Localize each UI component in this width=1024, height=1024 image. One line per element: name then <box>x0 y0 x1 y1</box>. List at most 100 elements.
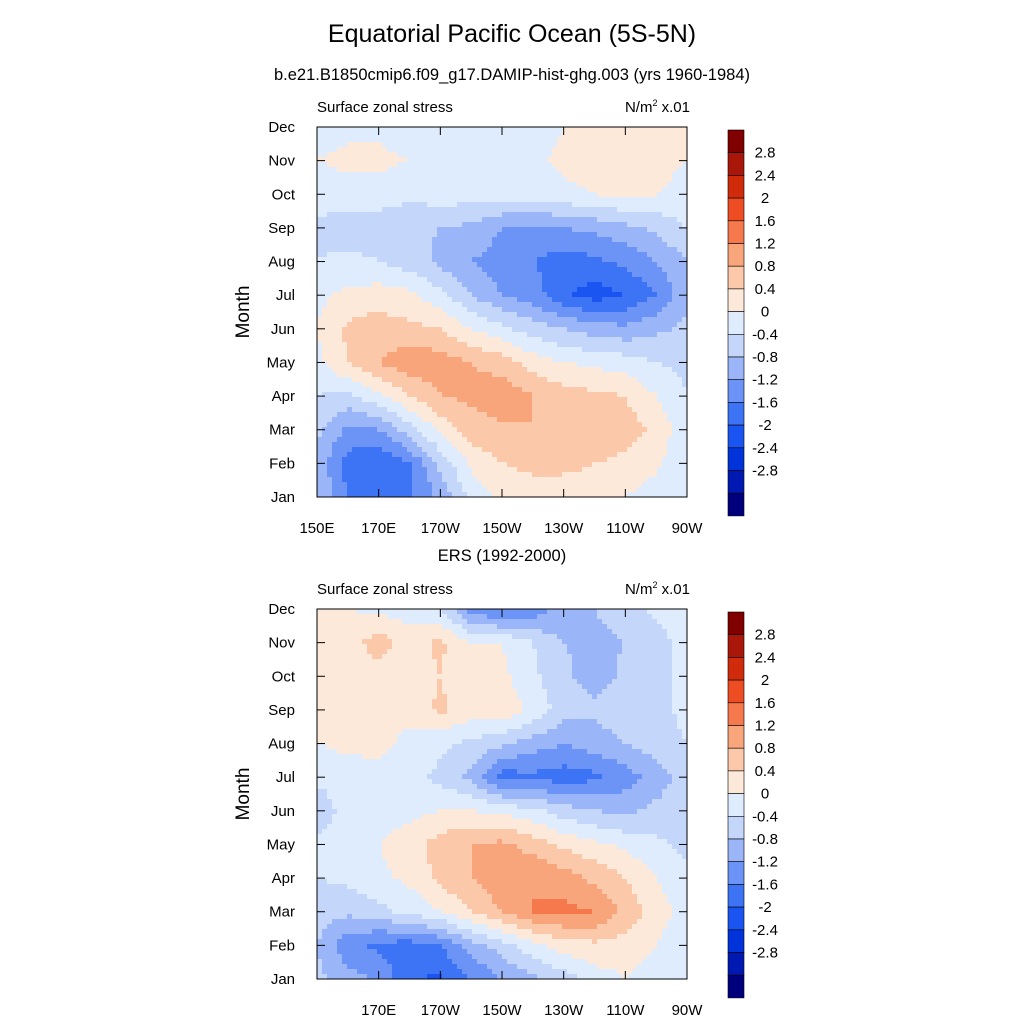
field-cell <box>322 167 328 173</box>
field-cell <box>347 252 353 258</box>
field-cell <box>567 167 573 173</box>
field-cell <box>367 402 373 408</box>
field-cell <box>582 287 588 293</box>
field-cell <box>617 202 623 208</box>
field-cell <box>437 247 443 253</box>
field-cell <box>512 217 518 223</box>
field-cell <box>347 247 353 253</box>
field-cell <box>462 377 468 383</box>
field-cell <box>517 297 523 303</box>
field-cell <box>672 282 678 288</box>
field-cell <box>462 252 468 258</box>
field-cell <box>647 297 653 303</box>
field-cell <box>672 362 678 368</box>
field-cell <box>622 302 628 308</box>
field-cell <box>407 437 413 443</box>
field-cell <box>367 232 373 238</box>
field-cell <box>512 237 518 243</box>
field-cell <box>387 427 393 433</box>
field-cell <box>657 297 663 303</box>
field-cell <box>537 212 543 218</box>
field-cell <box>457 282 463 288</box>
field-cell <box>457 167 463 173</box>
field-cell <box>462 382 468 388</box>
field-cell <box>462 417 468 423</box>
field-cell <box>342 267 348 273</box>
field-cell <box>607 307 613 313</box>
field-cell <box>362 397 368 403</box>
field-cell <box>432 157 438 163</box>
field-cell <box>362 377 368 383</box>
field-cell <box>677 252 683 258</box>
field-cell <box>632 227 638 233</box>
field-cell <box>542 442 548 448</box>
field-cell <box>577 457 583 463</box>
field-cell <box>422 197 428 203</box>
field-cell <box>387 182 393 188</box>
field-cell <box>667 277 673 283</box>
field-cell <box>422 357 428 363</box>
field-cell <box>532 422 538 428</box>
field-cell <box>432 242 438 248</box>
field-cell <box>522 142 528 148</box>
field-cell <box>557 452 563 458</box>
field-cell <box>397 192 403 198</box>
field-cell <box>362 302 368 308</box>
field-cell <box>587 302 593 308</box>
field-cell <box>357 177 363 183</box>
field-cell <box>362 137 368 143</box>
field-cell <box>452 212 458 218</box>
field-cell <box>377 177 383 183</box>
field-cell <box>437 232 443 238</box>
field-cell <box>412 422 418 428</box>
field-cell <box>547 162 553 168</box>
field-cell <box>632 422 638 428</box>
field-cell <box>507 407 513 413</box>
field-cell <box>657 272 663 278</box>
field-cell <box>632 252 638 258</box>
field-cell <box>367 177 373 183</box>
field-cell <box>357 457 363 463</box>
field-cell <box>572 257 578 263</box>
field-cell <box>317 152 323 158</box>
field-cell <box>682 452 688 458</box>
field-cell <box>367 397 373 403</box>
field-cell <box>497 137 503 143</box>
field-cell <box>432 232 438 238</box>
field-cell <box>442 237 448 243</box>
field-cell <box>422 217 428 223</box>
field-cell <box>472 337 478 343</box>
field-cell <box>552 247 558 253</box>
field-cell <box>592 337 598 343</box>
field-cell <box>482 327 488 333</box>
field-cell <box>527 407 533 413</box>
field-cell <box>492 307 498 313</box>
field-cell <box>552 142 558 148</box>
field-cell <box>562 237 568 243</box>
field-cell <box>352 167 358 173</box>
field-cell <box>462 397 468 403</box>
field-cell <box>602 367 608 373</box>
field-cell <box>627 172 633 178</box>
field-cell <box>527 367 533 373</box>
field-cell <box>332 132 338 138</box>
field-cell <box>327 347 333 353</box>
field-cell <box>557 257 563 263</box>
field-cell <box>622 212 628 218</box>
field-cell <box>427 262 433 268</box>
field-cell <box>622 282 628 288</box>
field-cell <box>612 447 618 453</box>
field-cell <box>442 387 448 393</box>
field-cell <box>667 452 673 458</box>
field-cell <box>412 332 418 338</box>
field-cell <box>367 362 373 368</box>
field-cell <box>622 447 628 453</box>
field-cell <box>602 352 608 358</box>
field-cell <box>357 222 363 228</box>
field-cell <box>317 432 323 438</box>
field-cell <box>442 167 448 173</box>
field-cell <box>667 382 673 388</box>
field-cell <box>627 137 633 143</box>
field-cell <box>662 237 668 243</box>
field-cell <box>437 407 443 413</box>
